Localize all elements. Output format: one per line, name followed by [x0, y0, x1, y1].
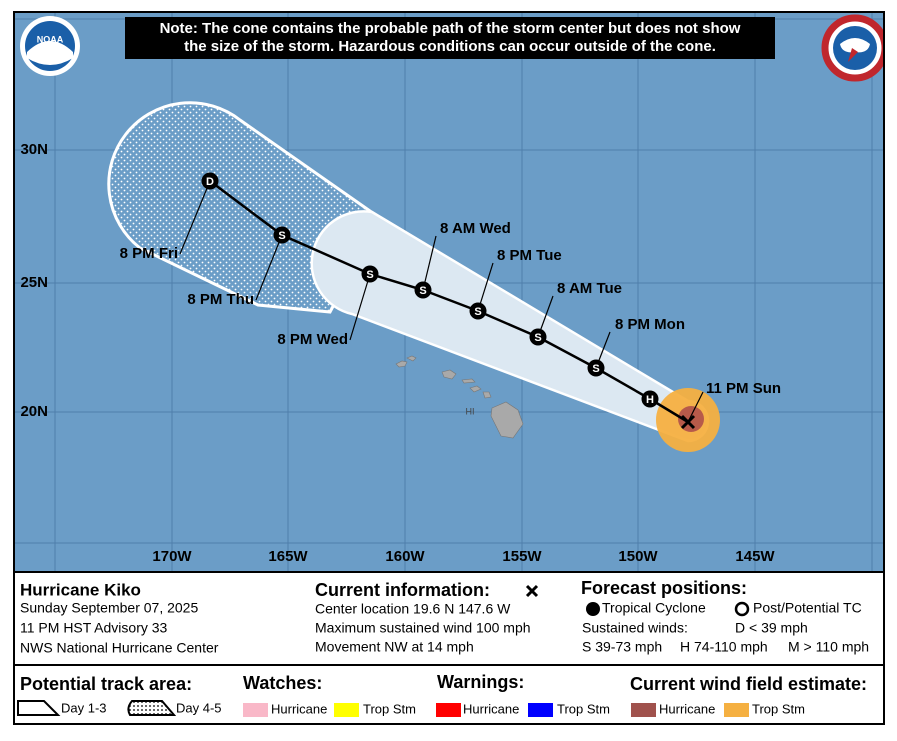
- watch-hurricane-swatch: [243, 703, 268, 717]
- lon-label: 150W: [618, 548, 658, 565]
- post-icon: [734, 601, 750, 617]
- leader-line: [422, 235, 437, 291]
- lon-labels: 170W 165W 160W 155W 150W 145W: [152, 548, 775, 565]
- legend-title: Potential track area:: [20, 674, 192, 694]
- note-line: the size of the storm. Hazardous conditi…: [184, 38, 716, 55]
- time-label: 8 PM Wed: [277, 331, 348, 348]
- forecast-point: [361, 265, 379, 283]
- lon-label: 155W: [502, 548, 542, 565]
- storm-date: Sunday September 07, 2025: [20, 600, 198, 616]
- info-panel: [13, 571, 885, 725]
- forecast-point: [273, 226, 291, 244]
- note-box: [125, 17, 775, 59]
- storm-name: Hurricane Kiko: [20, 580, 141, 599]
- time-label: 8 AM Wed: [440, 220, 511, 237]
- leader-line: [687, 391, 704, 423]
- legend-item: Hurricane: [659, 701, 715, 716]
- center: NWS National Hurricane Center: [20, 640, 219, 656]
- forecast-point: [529, 328, 547, 346]
- islands: [395, 355, 524, 439]
- map: H 8 PM Mon S 8 AM Tue S 8 PM Tue S 8 AM Wed S 8 P…: [14, 12, 884, 572]
- noaa-logo: NOAA: [20, 16, 80, 76]
- leader-line: [179, 180, 211, 255]
- forecast-point: [201, 172, 219, 190]
- forecast-point: [414, 281, 432, 299]
- warn-hurricane-swatch: [436, 703, 461, 717]
- point-symbol: D: [206, 176, 214, 188]
- current-icon: [525, 584, 539, 598]
- leader-line: [349, 273, 371, 341]
- advisory: 11 PM HST Advisory 33: [20, 620, 168, 636]
- legend-item: Trop Stm: [752, 701, 805, 716]
- point-symbol: S: [278, 230, 285, 242]
- lat-labels: 30N 25N 20N: [20, 141, 48, 420]
- island-label: HI: [466, 406, 475, 416]
- point-symbol: S: [534, 332, 541, 344]
- note-line: Note: The cone contains the probable pat…: [160, 20, 741, 37]
- lat-label: 25N: [20, 274, 48, 291]
- legend-item: Day 4-5: [176, 700, 222, 715]
- logo-text: NOAA: [37, 34, 64, 44]
- time-label: 8 PM Fri: [120, 245, 178, 262]
- forecast-item: D < 39 mph: [735, 620, 808, 636]
- time-label: 8 PM Thu: [187, 291, 254, 308]
- forecast-point: [641, 390, 659, 408]
- warn-ts-swatch: [528, 703, 553, 717]
- forecast-item: Tropical Cyclone: [602, 600, 706, 616]
- legend-item: Day 1-3: [61, 700, 107, 715]
- forecast-item: S 39-73 mph: [582, 639, 662, 655]
- time-label: 8 PM Tue: [497, 247, 562, 264]
- time-label: 8 AM Tue: [557, 280, 622, 297]
- wind-ts-swatch: [724, 703, 749, 717]
- forecast-point: [469, 302, 487, 320]
- legend-item: Hurricane: [463, 701, 519, 716]
- wind-hurricane-swatch: [631, 703, 656, 717]
- lon-label: 145W: [735, 548, 775, 565]
- time-label: 11 PM Sun: [706, 380, 781, 397]
- current-line: Maximum sustained wind 100 mph: [315, 620, 531, 636]
- forecast-title: Forecast positions:: [581, 578, 747, 598]
- lat-label: 30N: [20, 141, 48, 158]
- current-title: Current information:: [315, 580, 490, 600]
- forecast-item: H 74-110 mph: [680, 639, 768, 655]
- lon-label: 160W: [385, 548, 425, 565]
- time-label: 8 PM Mon: [615, 316, 685, 333]
- forecast-item: Post/Potential TC: [753, 600, 862, 616]
- tc-icon: [586, 602, 600, 616]
- legend-title: Warnings:: [437, 672, 524, 692]
- track: H 8 PM Mon S 8 AM Tue S 8 PM Tue S 8 AM Wed S 8 P…: [120, 172, 781, 430]
- legend-title: Watches:: [243, 673, 322, 693]
- point-symbol: S: [474, 306, 481, 318]
- leader-line: [255, 234, 283, 301]
- current-line: Movement NW at 14 mph: [315, 639, 474, 655]
- day13-icon: [17, 700, 61, 716]
- legend-item: Trop Stm: [363, 701, 416, 716]
- watch-ts-swatch: [334, 703, 359, 717]
- day45-icon: [127, 700, 177, 716]
- nws-logo: [821, 14, 884, 82]
- legend-title: Current wind field estimate:: [630, 674, 867, 694]
- lon-label: 165W: [268, 548, 308, 565]
- current-position: [680, 414, 696, 430]
- point-symbol: S: [592, 363, 599, 375]
- lon-label: 170W: [152, 548, 192, 565]
- point-symbol: S: [366, 269, 373, 281]
- current-line: Center location 19.6 N 147.6 W: [315, 601, 511, 617]
- legend-item: Trop Stm: [557, 701, 610, 716]
- point-symbol: H: [646, 394, 654, 406]
- point-symbol: S: [419, 285, 426, 297]
- legend-item: Hurricane: [271, 701, 327, 716]
- forecast-point: [587, 359, 605, 377]
- forecast-item: M > 110 mph: [788, 639, 869, 655]
- lat-label: 20N: [20, 403, 48, 420]
- forecast-item: Sustained winds:: [582, 620, 688, 636]
